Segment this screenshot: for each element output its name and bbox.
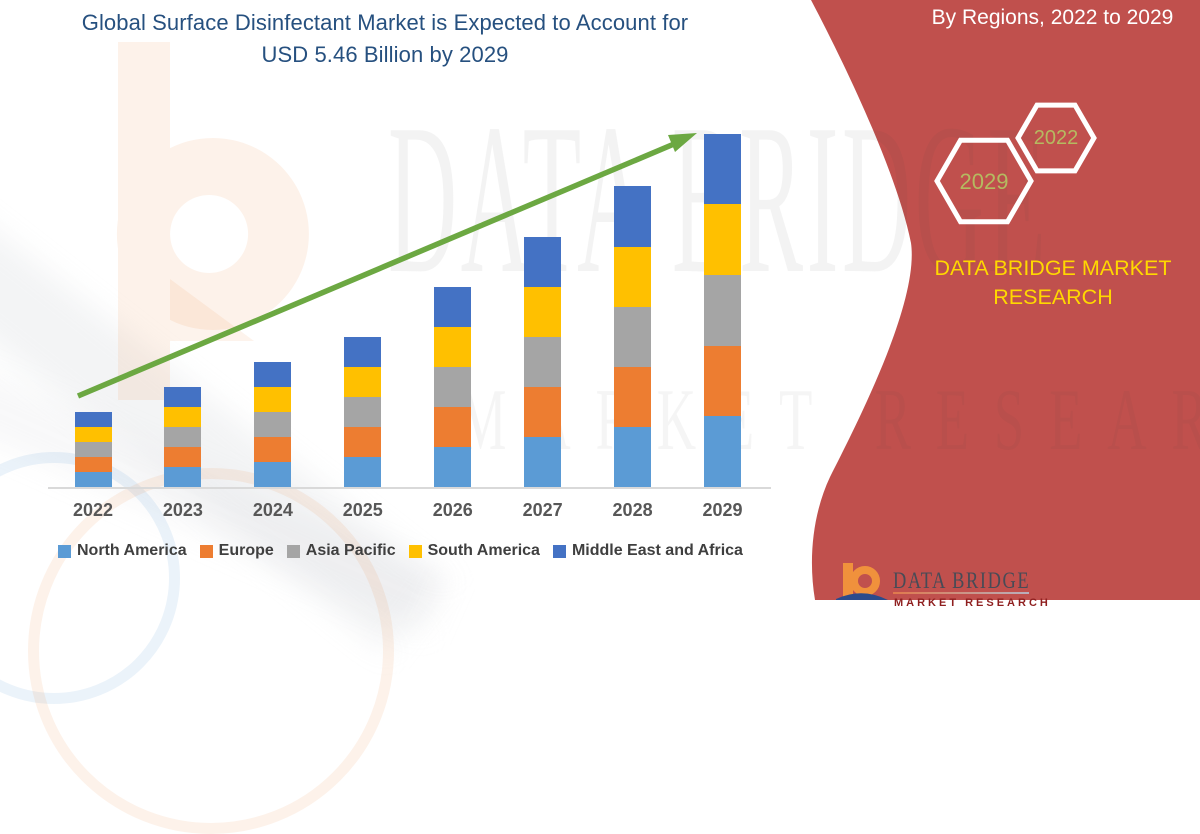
legend-item-middle-east-and-africa: Middle East and Africa [552, 542, 743, 560]
bar-segment-2029-middle-east-and-africa [704, 133, 741, 205]
watermark-b-logo [116, 42, 309, 400]
panel-heading: By Regions, 2022 to 2029 [931, 6, 1174, 29]
x-axis-label-2028: 2028 [612, 500, 653, 520]
hexagon-2029 [934, 137, 1034, 225]
bar-segment-2028-europe [614, 366, 652, 427]
bar-segment-2024-europe [254, 436, 292, 462]
brand-text: DATA BRIDGE MARKET RESEARCH [915, 254, 1191, 312]
bar-segment-2027-asia-pacific [524, 336, 562, 387]
bar-segment-2023-south-america [164, 406, 202, 427]
bar-segment-2022-asia-pacific [74, 441, 112, 457]
brand-text-line1: DATA BRIDGE MARKET [934, 256, 1172, 280]
legend-label: Europe [218, 542, 274, 559]
chart-legend: North America Europe Asia Pacific South Ame… [58, 541, 756, 561]
legend-item-europe: Europe [199, 542, 274, 560]
bar-segment-2024-north-america [254, 461, 292, 487]
bar-segment-2027-middle-east-and-africa [524, 236, 562, 287]
bar-segment-2028-asia-pacific [614, 306, 652, 367]
x-axis-label-2025: 2025 [342, 500, 383, 520]
legend-label: North America [77, 542, 187, 559]
bar-segment-2026-north-america [434, 446, 472, 487]
hexagon-2029-label: 2029 [959, 169, 1009, 194]
legend-swatch-icon [199, 544, 213, 558]
company-logo-underline [893, 592, 1029, 594]
legend-label: South America [427, 542, 540, 559]
bar-segment-2029-asia-pacific [704, 275, 741, 346]
bar-segment-2026-europe [434, 406, 472, 447]
legend-swatch-icon [58, 544, 71, 558]
bar-segment-2022-north-america [74, 471, 112, 487]
bar-segment-2024-middle-east-and-africa [254, 361, 292, 387]
plot-area: 2022 2023 2024 2025 2026 2027 2028 2029 [0, 0, 810, 600]
bar-segment-2027-north-america [524, 436, 562, 487]
x-axis-label-2023: 2023 [162, 500, 203, 520]
hexagon-2022 [1015, 102, 1097, 174]
x-axis-label-2029: 2029 [702, 500, 743, 520]
bar-segment-2022-south-america [74, 426, 112, 442]
hexagons [0, 0, 1200, 600]
bar-segment-2028-south-america [614, 246, 652, 307]
bar-segment-2024-asia-pacific [254, 411, 292, 437]
bar-segment-2029-south-america [704, 204, 741, 276]
bar-segment-2024-south-america [254, 386, 292, 412]
legend-item-north-america: North America [58, 542, 187, 560]
x-axis-label-2024: 2024 [252, 500, 293, 520]
bar-segment-2028-north-america [614, 426, 652, 487]
legend-label: Asia Pacific [305, 542, 396, 559]
company-logo-name: DATA BRIDGE [893, 568, 1031, 593]
chart-title-line1: Global Surface Disinfectant Market is Ex… [81, 10, 689, 35]
x-axis-label-2022: 2022 [72, 500, 114, 520]
bar-segment-2029-europe [704, 345, 741, 417]
company-logo: DATA BRIDGE MARKET RESEARCH [836, 555, 1136, 609]
bar-segment-2022-europe [74, 456, 112, 472]
bar-segment-2023-north-america [164, 466, 202, 487]
chart-title: Global Surface Disinfectant Market is Ex… [30, 7, 740, 71]
company-logo-b-icon [836, 563, 888, 600]
chart-title-line2: USD 5.46 Billion by 2029 [261, 42, 509, 67]
bar-segment-2028-middle-east-and-africa [614, 186, 652, 247]
red-side-panel [811, 0, 1200, 600]
legend-swatch-icon [408, 544, 422, 558]
legend-item-south-america: South America [408, 542, 540, 560]
company-logo-subtitle: MARKET RESEARCH [894, 597, 1051, 609]
bar-segment-2025-south-america [344, 366, 382, 397]
bar-segment-2025-north-america [344, 456, 382, 487]
bar-segment-2023-europe [164, 446, 202, 467]
bar-segment-2023-middle-east-and-africa [164, 386, 202, 407]
bar-segment-2025-europe [344, 426, 382, 457]
bar-segment-2025-asia-pacific [344, 396, 382, 427]
bar-segment-2022-middle-east-and-africa [74, 411, 112, 427]
x-axis-label-2026: 2026 [432, 500, 473, 520]
brand-text-line2: RESEARCH [993, 285, 1113, 309]
legend-label: Middle East and Africa [571, 542, 743, 559]
bar-segment-2027-europe [524, 386, 562, 437]
bar-segment-2027-south-america [524, 286, 562, 337]
watermark-text-market-research: MARKET RESEARCH [458, 372, 1200, 469]
legend-swatch-icon [552, 544, 566, 558]
bar-segment-2026-asia-pacific [434, 366, 472, 407]
bar-segment-2026-middle-east-and-africa [434, 286, 472, 327]
bar-segment-2023-asia-pacific [164, 426, 202, 447]
bar-segment-2025-middle-east-and-africa [344, 336, 382, 367]
legend-swatch-icon [286, 544, 300, 558]
bar-segment-2029-north-america [704, 416, 741, 487]
x-axis-line [48, 487, 771, 489]
legend-item-asia-pacific: Asia Pacific [286, 542, 396, 560]
bar-segment-2026-south-america [434, 326, 472, 367]
hexagon-2022-label: 2022 [1033, 127, 1079, 149]
trend-arrow [76, 133, 697, 399]
x-axis-label-2027: 2027 [522, 500, 563, 520]
